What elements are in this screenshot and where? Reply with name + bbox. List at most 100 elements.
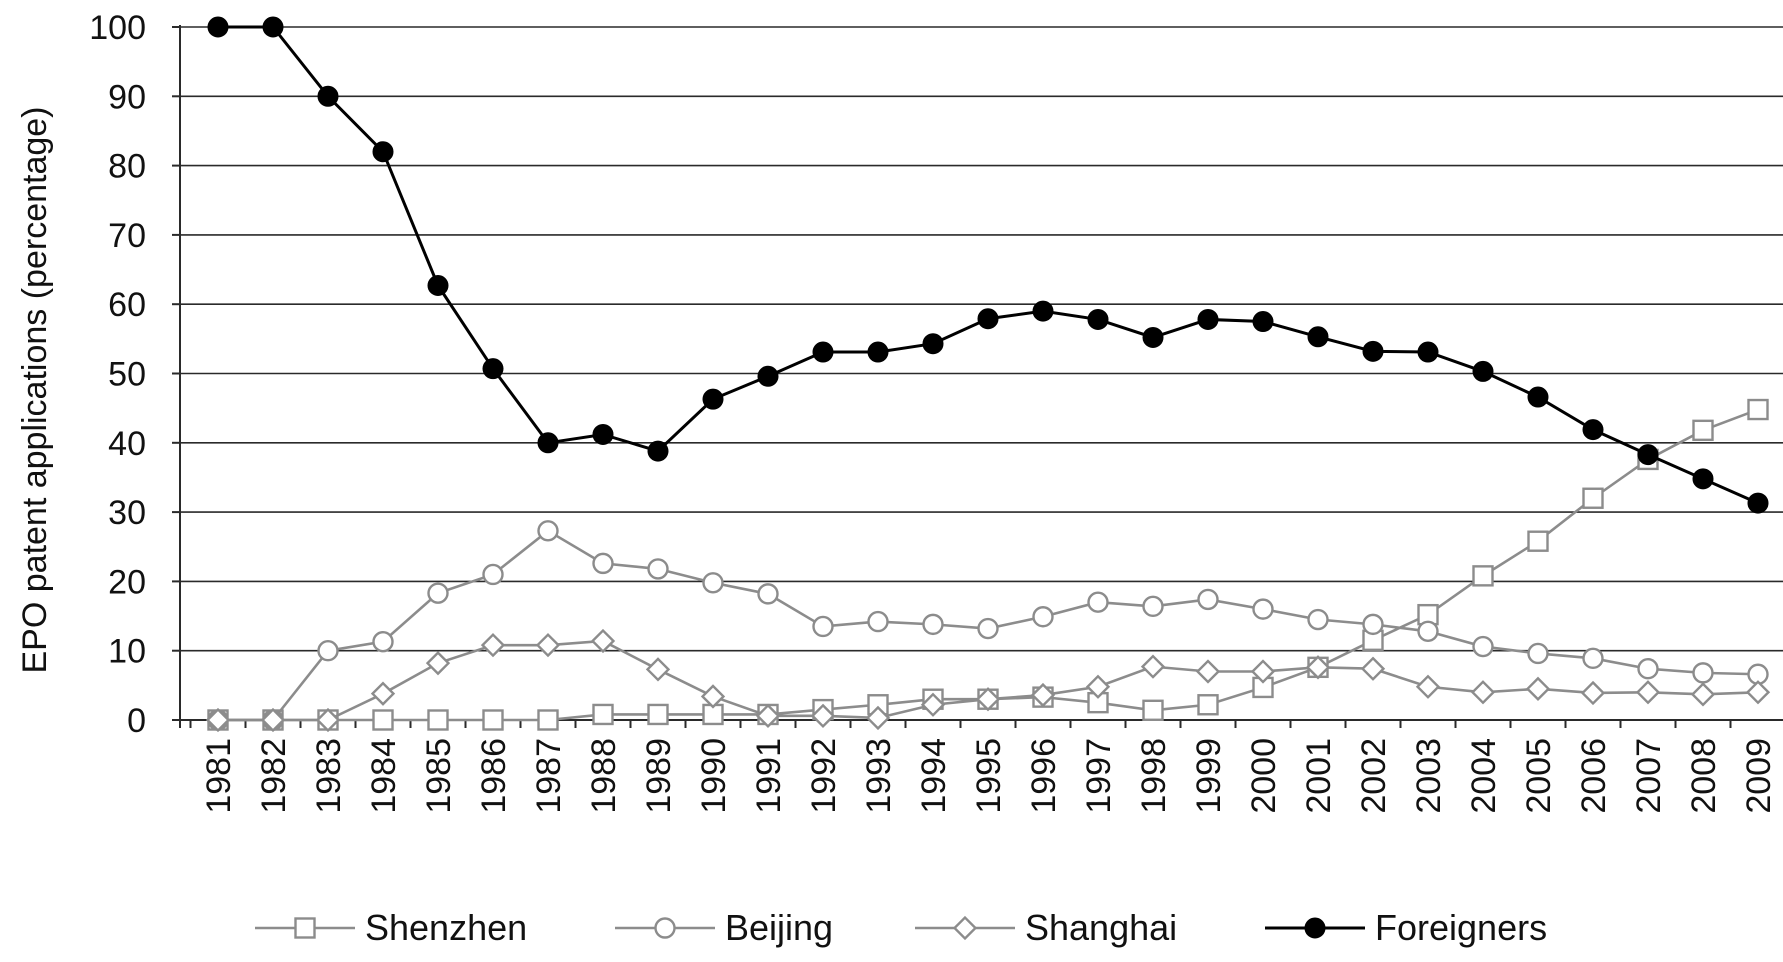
legend-label: Shenzhen	[365, 907, 527, 948]
data-point	[1747, 398, 1769, 421]
series-foreigners	[207, 16, 1769, 514]
data-point	[867, 610, 889, 633]
data-point	[1745, 680, 1771, 705]
data-point	[1197, 694, 1219, 716]
legend: Shenzhen Beijing Shanghai Foreigners	[255, 907, 1547, 948]
data-point	[1417, 620, 1439, 642]
data-point	[1197, 308, 1219, 330]
y-tick-label: 30	[108, 494, 146, 532]
data-point	[1472, 635, 1494, 658]
axes	[172, 25, 1783, 728]
data-point	[1417, 341, 1439, 363]
data-point	[207, 16, 229, 38]
legend-item-shanghai: Shanghai	[915, 907, 1177, 948]
data-point	[647, 703, 669, 726]
x-tick-label: 1998	[1135, 738, 1173, 814]
data-point	[812, 615, 834, 638]
y-tick-label: 60	[108, 286, 146, 324]
data-point	[1252, 311, 1274, 333]
x-tick-label: 2006	[1575, 738, 1613, 814]
series-line	[218, 408, 1759, 722]
data-point	[977, 617, 999, 640]
x-tick-label: 1997	[1080, 738, 1118, 814]
data-point	[975, 687, 1001, 712]
data-point	[1032, 606, 1054, 628]
data-point	[372, 709, 394, 731]
data-point	[755, 703, 781, 728]
x-tick-label: 2007	[1630, 738, 1668, 814]
series-shenzhen	[207, 398, 1769, 731]
data-point	[922, 333, 944, 355]
x-tick-label: 2001	[1300, 738, 1338, 814]
x-tick-label: 1986	[475, 738, 513, 814]
data-point	[1305, 655, 1331, 680]
data-point	[1087, 308, 1109, 330]
x-tick-label: 1985	[420, 738, 458, 814]
data-point	[1362, 613, 1384, 636]
x-tick-label: 1992	[805, 738, 843, 814]
y-tick-label: 70	[108, 217, 146, 255]
data-point	[1140, 654, 1166, 679]
data-point	[1527, 386, 1549, 408]
x-tick-label: 1994	[915, 738, 953, 814]
data-point	[1470, 680, 1496, 705]
x-tick-label: 2002	[1355, 738, 1393, 814]
x-tick-label: 1981	[200, 738, 238, 814]
x-tick-label: 1993	[860, 738, 898, 814]
grid-lines	[180, 26, 1783, 652]
data-point	[1362, 340, 1384, 362]
x-tick-label: 2005	[1520, 738, 1558, 814]
data-point	[537, 520, 559, 542]
x-tick-label: 2009	[1740, 738, 1778, 814]
data-point	[1030, 682, 1056, 708]
legend-label: Foreigners	[1375, 907, 1547, 948]
data-point	[1692, 419, 1714, 442]
data-point	[1032, 300, 1054, 322]
data-point	[1304, 917, 1326, 939]
data-point	[262, 16, 284, 38]
data-point	[1582, 647, 1604, 670]
legend-item-foreigners: Foreigners	[1265, 907, 1547, 948]
data-point	[590, 628, 616, 654]
data-point	[1472, 565, 1494, 587]
data-point	[317, 640, 339, 662]
data-point	[1195, 659, 1221, 684]
data-point	[205, 707, 231, 733]
x-tick-label: 1984	[365, 738, 403, 814]
data-point	[482, 563, 504, 586]
legend-label: Beijing	[725, 907, 833, 948]
y-tick-label: 50	[108, 356, 146, 394]
data-point	[1637, 444, 1659, 466]
y-tick-label: 100	[89, 9, 146, 47]
data-point	[1142, 595, 1164, 618]
data-point	[315, 707, 341, 733]
x-tick-label: 1989	[640, 738, 678, 814]
data-point	[372, 630, 394, 653]
x-tick-label: 1988	[585, 738, 623, 814]
data-point	[1525, 676, 1551, 701]
data-point	[1197, 588, 1219, 611]
x-tick-label: 2003	[1410, 738, 1448, 814]
data-point	[702, 572, 724, 594]
y-tick-label: 40	[108, 425, 146, 463]
data-point	[812, 341, 834, 363]
series-lines	[205, 16, 1771, 733]
data-point	[810, 703, 836, 728]
data-point	[370, 681, 396, 706]
data-point	[427, 274, 449, 296]
data-point	[480, 633, 506, 658]
x-tick-label: 1999	[1190, 738, 1228, 814]
x-tick-label: 2000	[1245, 738, 1283, 814]
y-tick-label: 10	[108, 633, 146, 671]
data-point	[260, 707, 286, 733]
data-point	[1142, 326, 1164, 348]
y-tick-label: 90	[108, 78, 146, 116]
data-point	[920, 692, 946, 717]
data-point	[425, 651, 451, 676]
data-point	[1690, 682, 1716, 707]
data-point	[1582, 487, 1604, 509]
y-tick-label: 20	[108, 563, 146, 601]
x-tick-label: 2008	[1685, 738, 1723, 814]
series-shanghai	[205, 628, 1771, 733]
